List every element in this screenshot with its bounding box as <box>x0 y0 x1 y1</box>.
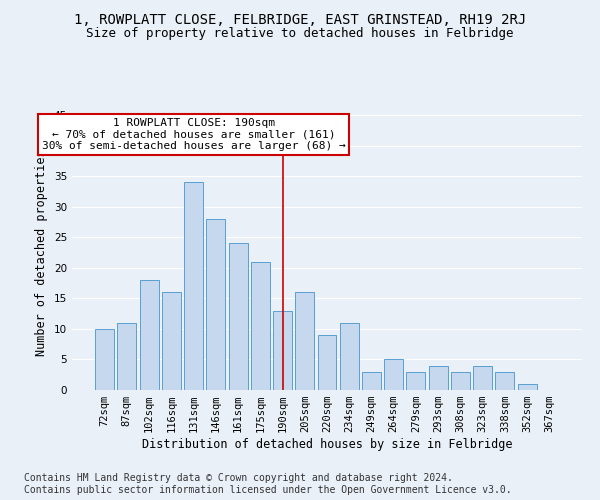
Bar <box>184 182 203 390</box>
Y-axis label: Number of detached properties: Number of detached properties <box>35 149 49 356</box>
Bar <box>384 360 403 390</box>
Bar <box>429 366 448 390</box>
Bar <box>451 372 470 390</box>
Bar <box>473 366 492 390</box>
X-axis label: Distribution of detached houses by size in Felbridge: Distribution of detached houses by size … <box>142 438 512 451</box>
Bar <box>518 384 536 390</box>
Text: Contains HM Land Registry data © Crown copyright and database right 2024.
Contai: Contains HM Land Registry data © Crown c… <box>24 474 512 495</box>
Bar <box>140 280 158 390</box>
Bar <box>229 244 248 390</box>
Text: Size of property relative to detached houses in Felbridge: Size of property relative to detached ho… <box>86 28 514 40</box>
Bar <box>273 310 292 390</box>
Bar <box>251 262 270 390</box>
Bar <box>362 372 381 390</box>
Bar <box>496 372 514 390</box>
Bar <box>406 372 425 390</box>
Bar <box>317 335 337 390</box>
Bar <box>162 292 181 390</box>
Bar <box>295 292 314 390</box>
Bar <box>118 323 136 390</box>
Bar <box>340 323 359 390</box>
Text: 1, ROWPLATT CLOSE, FELBRIDGE, EAST GRINSTEAD, RH19 2RJ: 1, ROWPLATT CLOSE, FELBRIDGE, EAST GRINS… <box>74 12 526 26</box>
Bar <box>206 219 225 390</box>
Text: 1 ROWPLATT CLOSE: 190sqm
← 70% of detached houses are smaller (161)
30% of semi-: 1 ROWPLATT CLOSE: 190sqm ← 70% of detach… <box>42 118 346 152</box>
Bar <box>95 329 114 390</box>
